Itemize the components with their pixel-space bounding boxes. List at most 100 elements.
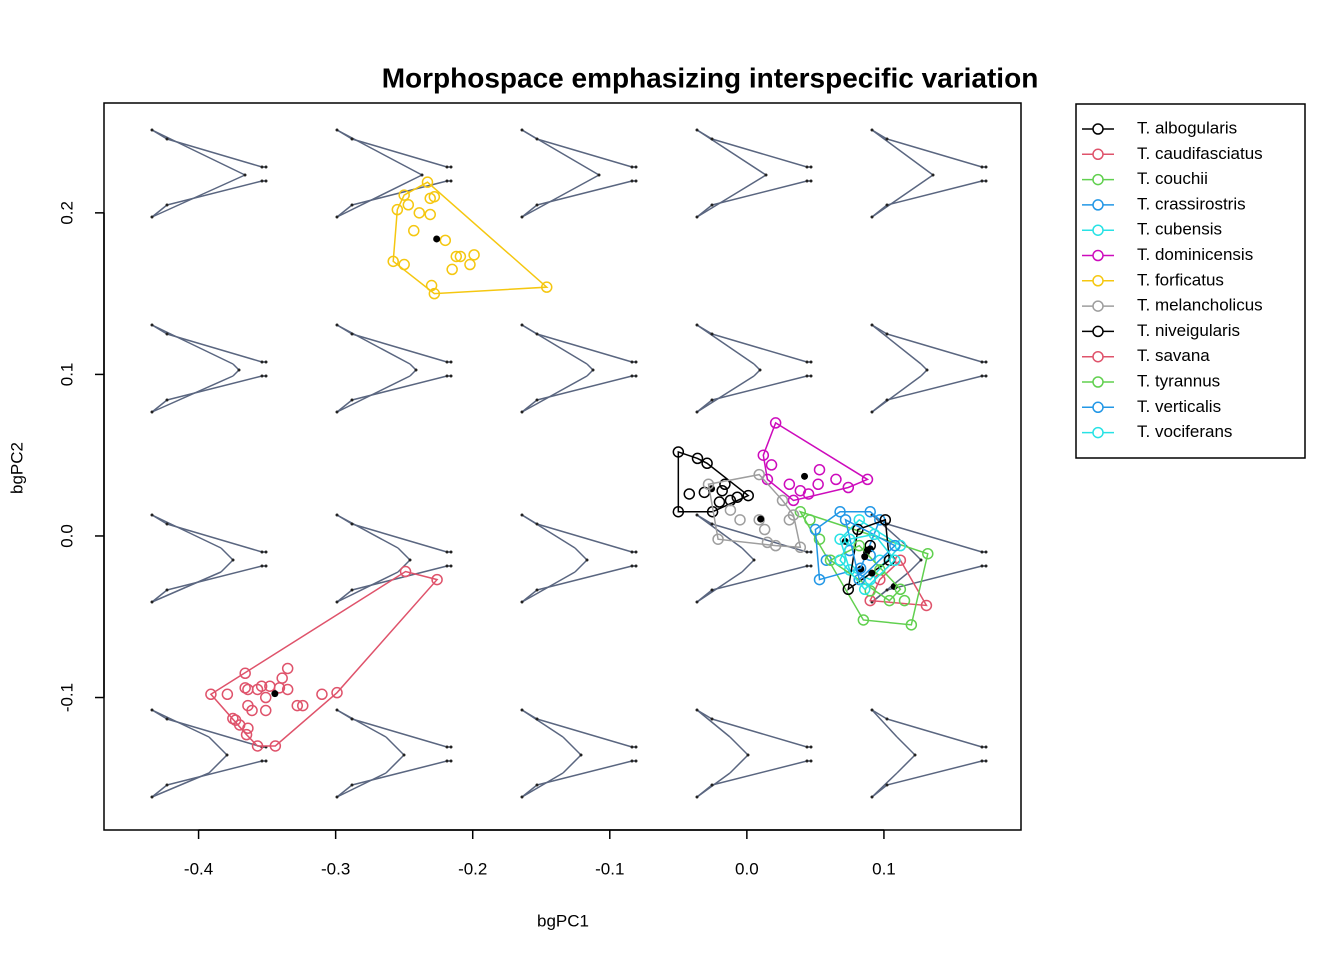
shape-landmark xyxy=(591,368,595,372)
shape-edge xyxy=(151,129,168,140)
shape-edge xyxy=(908,547,922,561)
point xyxy=(391,203,404,216)
shape-landmark xyxy=(885,398,889,402)
point xyxy=(813,533,826,545)
shape-landmark xyxy=(535,398,539,402)
legend-label: T. vociferans xyxy=(1137,422,1232,441)
point xyxy=(765,459,778,471)
shape-landmark xyxy=(264,759,268,763)
shape-edge xyxy=(696,129,713,140)
point xyxy=(783,478,796,491)
shape-edge xyxy=(536,760,633,786)
point xyxy=(857,614,870,626)
shape-landmark xyxy=(165,588,169,592)
shape-landmark xyxy=(264,564,268,568)
shape-landmark xyxy=(350,522,354,526)
point xyxy=(898,594,911,607)
shape-landmark xyxy=(805,564,809,568)
shape-landmark xyxy=(980,179,984,183)
shape-edge xyxy=(521,204,538,218)
shape-edge xyxy=(696,709,731,738)
shape-edge xyxy=(351,523,448,553)
shape-edge xyxy=(166,138,263,168)
point xyxy=(413,207,426,219)
point xyxy=(889,554,901,566)
shape-edge xyxy=(696,174,767,218)
shape-landmark xyxy=(746,753,750,757)
y-tick-label: 0.1 xyxy=(57,363,76,387)
shape-landmark xyxy=(695,795,699,799)
point xyxy=(259,691,272,704)
group-mean xyxy=(861,553,869,561)
point xyxy=(255,680,268,692)
shape-landmark xyxy=(980,745,984,749)
shape-landmark xyxy=(710,783,714,787)
point xyxy=(259,704,272,717)
point xyxy=(702,478,715,491)
shape-edge xyxy=(336,589,353,603)
legend-marker xyxy=(1092,401,1104,414)
shape-edge xyxy=(351,375,448,401)
shape-edge xyxy=(166,565,263,591)
shape-landmark xyxy=(260,165,264,169)
shape-edge xyxy=(536,333,633,363)
legend-frame xyxy=(1075,103,1306,459)
group-mean xyxy=(863,546,871,554)
shape-edge xyxy=(729,736,749,756)
shape-landmark xyxy=(449,179,453,183)
point xyxy=(398,258,410,271)
shape-landmark xyxy=(535,137,539,141)
shape-landmark xyxy=(710,398,714,402)
shape-landmark xyxy=(445,550,449,554)
shape-landmark xyxy=(805,374,809,378)
shape-edge xyxy=(336,709,353,720)
shape-landmark xyxy=(264,360,268,364)
shape-edge xyxy=(711,565,808,591)
shape-landmark xyxy=(350,137,354,141)
point xyxy=(813,463,826,476)
shape-landmark xyxy=(695,513,699,517)
point xyxy=(269,740,282,752)
legend-label: T. albogularis xyxy=(1137,118,1237,137)
shape-landmark xyxy=(449,745,453,749)
shape-landmark xyxy=(449,564,453,568)
shape-edge xyxy=(336,129,423,176)
point xyxy=(239,667,251,680)
point xyxy=(468,249,480,261)
shape-landmark xyxy=(150,600,154,604)
shape-landmark xyxy=(885,588,889,592)
shape-edge xyxy=(536,718,633,748)
shape-edge xyxy=(151,399,168,413)
point xyxy=(889,539,901,552)
shape-edge xyxy=(336,514,353,525)
shape-landmark xyxy=(243,173,247,177)
point xyxy=(883,594,896,607)
shape-edge xyxy=(711,180,808,206)
legend-marker xyxy=(1092,325,1104,338)
shape-edge xyxy=(896,736,916,756)
shape-landmark xyxy=(980,360,984,364)
legend-label: T. tyrannus xyxy=(1137,371,1220,390)
group-mean xyxy=(757,515,765,523)
shape-edge xyxy=(696,589,713,603)
point xyxy=(839,514,852,526)
shape-landmark xyxy=(634,165,638,169)
x-tick-label: -0.2 xyxy=(458,859,487,878)
shape-edge xyxy=(536,565,633,591)
shape-landmark xyxy=(885,332,889,336)
legend-label: T. verticalis xyxy=(1137,397,1221,416)
shape-landmark xyxy=(870,128,874,132)
shape-edge xyxy=(536,180,633,206)
shape-landmark xyxy=(150,215,154,219)
shape-landmark xyxy=(984,745,988,749)
shape-edge xyxy=(871,174,934,218)
shape-landmark xyxy=(630,759,634,763)
point xyxy=(246,704,258,717)
shape-edge xyxy=(351,565,448,591)
shape-landmark xyxy=(260,374,264,378)
shape-edge xyxy=(521,324,538,335)
point xyxy=(439,234,452,247)
group-hull xyxy=(839,533,896,591)
shape-landmark xyxy=(445,165,449,169)
shape-landmark xyxy=(520,708,524,712)
